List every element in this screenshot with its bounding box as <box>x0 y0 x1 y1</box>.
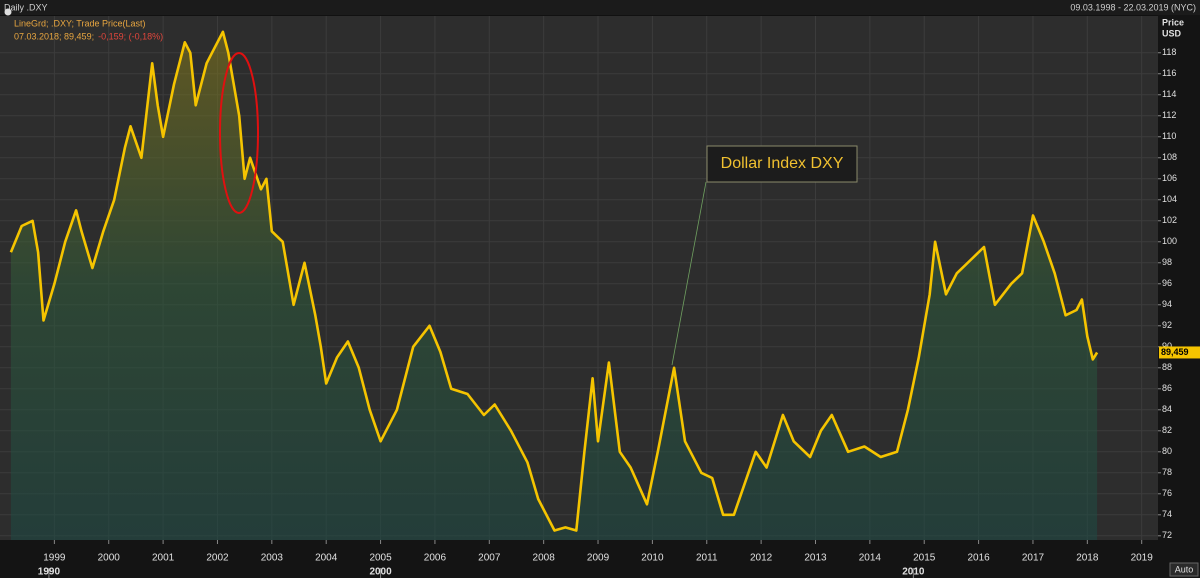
y-tick-label: 94 <box>1162 299 1172 309</box>
marks <box>9 30 1099 541</box>
x-tick-label: 2009 <box>587 553 610 564</box>
x-tick-label: 2019 <box>1131 553 1154 564</box>
x-axis-panel <box>0 540 1158 578</box>
legend-change: -0,159; (-0,18%) <box>98 31 163 41</box>
chart-title: Daily .DXY <box>4 2 48 12</box>
x-tick-label: 2017 <box>1022 553 1045 564</box>
y-tick-label: 96 <box>1162 278 1172 288</box>
y-tick-label: 114 <box>1162 89 1176 99</box>
area-fill <box>10 31 1098 541</box>
annotation-text: Dollar Index DXY <box>721 155 844 172</box>
y-tick-label: 76 <box>1162 488 1172 498</box>
y-tick-label: 86 <box>1162 383 1172 393</box>
legend-icon <box>4 8 12 16</box>
y-tick-label: 84 <box>1162 404 1172 414</box>
x-tick-label: 2000 <box>98 553 121 564</box>
y-tick-label: 72 <box>1162 530 1172 540</box>
legend-series: LineGrd; .DXY; Trade Price(Last) <box>14 18 145 28</box>
y-tick-label: 74 <box>1162 509 1172 519</box>
decade-label: 2010 <box>902 567 925 578</box>
y-tick-label: 112 <box>1162 110 1176 120</box>
y-axis-panel <box>1158 15 1200 578</box>
x-tick-label: 2001 <box>152 553 175 564</box>
date-range: 09.03.1998 - 22.03.2019 (NYC) <box>1070 2 1196 12</box>
header-bar <box>0 0 1200 15</box>
price-line <box>9 30 1099 532</box>
x-tick-label: 1999 <box>43 553 66 564</box>
y-axis-unit: USD <box>1162 28 1182 38</box>
last-value-label: 89,459 <box>1161 347 1189 357</box>
y-tick-label: 118 <box>1162 47 1176 57</box>
y-tick-label: 108 <box>1162 152 1177 162</box>
y-tick-label: 104 <box>1162 194 1177 204</box>
decade-label: 1990 <box>38 567 61 578</box>
x-tick-label: 2010 <box>641 553 664 564</box>
x-tick-label: 2005 <box>369 553 392 564</box>
x-tick-label: 2015 <box>913 553 936 564</box>
y-tick-label: 100 <box>1162 236 1177 246</box>
auto-button-label[interactable]: Auto <box>1175 564 1194 574</box>
x-tick-label: 2012 <box>750 553 773 564</box>
legend-value: 07.03.2018; 89,459; <box>14 31 94 41</box>
y-tick-label: 110 <box>1162 131 1176 141</box>
y-tick-label: 82 <box>1162 425 1172 435</box>
x-tick-label: 2008 <box>533 553 556 564</box>
x-tick-label: 2006 <box>424 553 447 564</box>
y-tick-label: 78 <box>1162 467 1172 477</box>
y-tick-label: 90 <box>1162 341 1172 351</box>
x-tick-label: 2013 <box>804 553 827 564</box>
y-tick-label: 106 <box>1162 173 1177 183</box>
x-tick-label: 2018 <box>1076 553 1099 564</box>
y-tick-label: 92 <box>1162 320 1172 330</box>
y-tick-label: 116 <box>1162 68 1176 78</box>
x-tick-label: 2004 <box>315 553 338 564</box>
annotation-leader <box>671 181 707 366</box>
last-value-box <box>1159 346 1200 359</box>
annotation-box <box>706 145 858 183</box>
highlight-ellipse <box>219 52 259 214</box>
decade-label: 2000 <box>369 567 392 578</box>
y-tick-label: 102 <box>1162 215 1177 225</box>
auto-button[interactable] <box>1169 562 1199 577</box>
x-tick-label: 2011 <box>696 553 718 564</box>
y-axis-label: Price <box>1162 17 1184 27</box>
y-tick-label: 98 <box>1162 257 1172 267</box>
x-tick-label: 2016 <box>967 553 990 564</box>
x-tick-label: 2014 <box>859 553 882 564</box>
y-tick-label: 80 <box>1162 446 1172 456</box>
x-tick-label: 2003 <box>261 553 284 564</box>
x-tick-label: 2007 <box>478 553 501 564</box>
x-tick-label: 2002 <box>206 553 229 564</box>
y-tick-label: 88 <box>1162 362 1172 372</box>
